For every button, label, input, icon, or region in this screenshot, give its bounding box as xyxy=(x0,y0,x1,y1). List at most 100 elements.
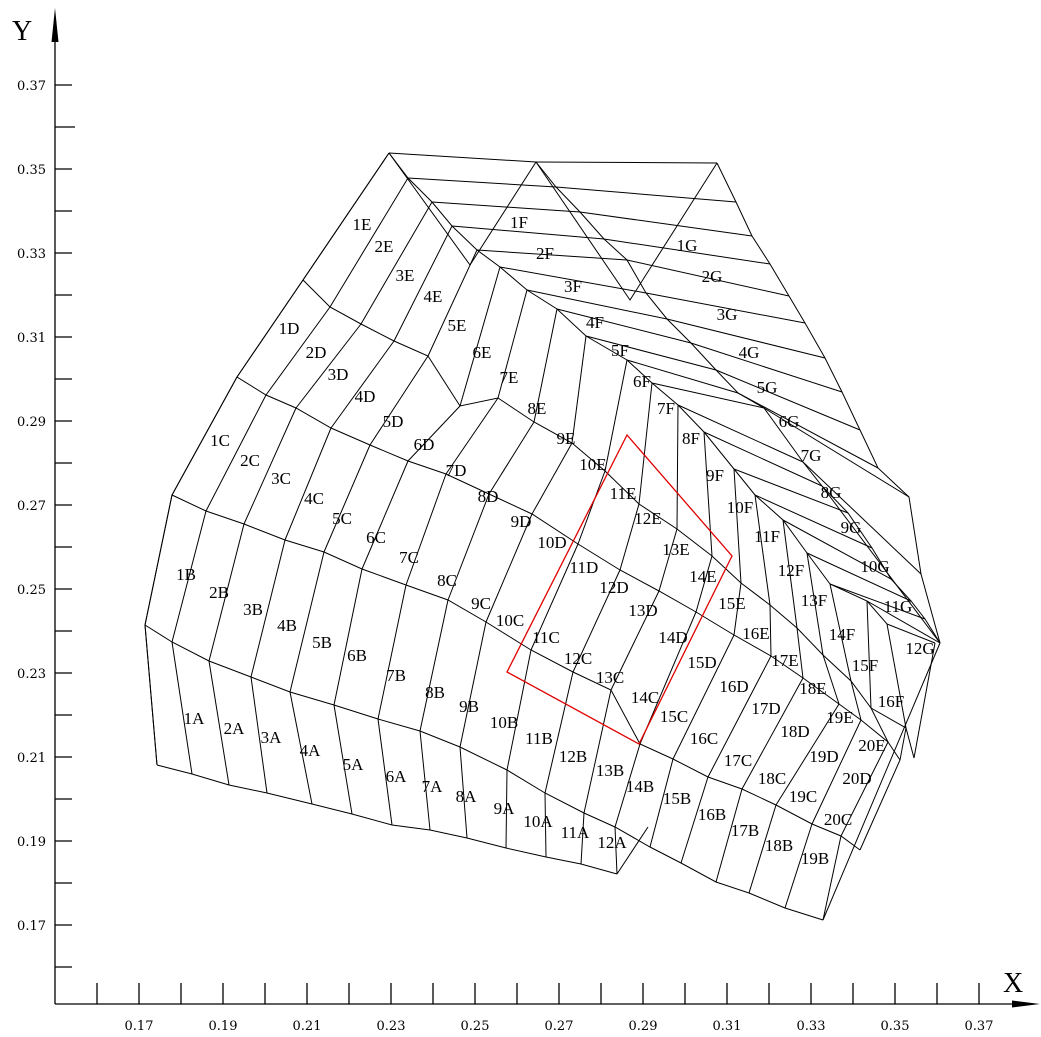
cell-label: 6E xyxy=(473,343,492,362)
cell-label: 2B xyxy=(209,583,229,602)
cell-label: 16E xyxy=(742,624,769,643)
cell-label: 3F xyxy=(564,277,582,296)
cell-label: 19B xyxy=(801,849,829,868)
cell-label: 5A xyxy=(343,755,365,774)
cell-label: 8G xyxy=(821,483,842,502)
cell-label: 20D xyxy=(842,769,871,788)
x-tick-label: 0.35 xyxy=(881,1019,910,1034)
column-line xyxy=(361,202,432,324)
column-line xyxy=(605,360,627,471)
column-line xyxy=(867,601,871,708)
cell-label: 19D xyxy=(809,747,838,766)
y-tick-label: 0.23 xyxy=(17,667,46,682)
column-line xyxy=(408,178,556,187)
column-line xyxy=(572,336,586,443)
x-tick-label: 0.29 xyxy=(629,1019,658,1034)
cell-label: 18B xyxy=(765,836,793,855)
fold-boundary-1 xyxy=(389,153,536,265)
column-line xyxy=(639,383,652,504)
cell-label: 9D xyxy=(511,512,532,531)
cell-label: 12D xyxy=(599,578,628,597)
y-tick-label: 0.37 xyxy=(17,79,46,94)
cell-label: 8C xyxy=(437,571,457,590)
cell-label: 8D xyxy=(478,487,499,506)
cell-label: 14F xyxy=(829,625,855,644)
x-tick-label: 0.17 xyxy=(125,1019,154,1034)
cell-label: 15C xyxy=(660,707,688,726)
cell-label: 10F xyxy=(727,498,753,517)
cell-label: 18D xyxy=(780,722,809,741)
cell-label: 4A xyxy=(300,741,322,760)
cell-label: 8A xyxy=(456,787,478,806)
cell-label: 1B xyxy=(176,565,196,584)
cell-label: 1G xyxy=(677,236,698,255)
cell-label: 20C xyxy=(824,810,852,829)
cell-label: 3C xyxy=(271,469,291,488)
cell-label: 4E xyxy=(424,287,443,306)
x-tick-label: 0.23 xyxy=(377,1019,406,1034)
cell-label: 13F xyxy=(801,591,827,610)
cell-label: 5D xyxy=(383,412,404,431)
column-line xyxy=(172,642,192,774)
x-axis-arrow xyxy=(1012,1001,1040,1008)
cell-label: 12B xyxy=(559,747,587,766)
cell-label: 20E xyxy=(858,736,885,755)
y-tick-label: 0.31 xyxy=(17,331,46,346)
cell-label: 11F xyxy=(754,527,780,546)
x-tick-label: 0.21 xyxy=(293,1019,322,1034)
cell-label: 2A xyxy=(224,719,246,738)
x-tick-label: 0.25 xyxy=(461,1019,490,1034)
y-tick-label: 0.27 xyxy=(17,499,46,514)
cell-label: 11G xyxy=(884,597,913,616)
cell-label: 6B xyxy=(347,646,367,665)
cell-label: 2F xyxy=(536,244,554,263)
cell-label: 1C xyxy=(210,431,230,450)
cell-label: 11C xyxy=(532,628,560,647)
cell-label: 11E xyxy=(610,484,637,503)
cell-label: 1E xyxy=(353,215,372,234)
cell-label: 3A xyxy=(261,728,283,747)
cell-label: 14C xyxy=(631,688,659,707)
column-line xyxy=(755,495,770,605)
column-line xyxy=(580,212,752,236)
cell-label: 12E xyxy=(634,509,661,528)
cell-label: 19C xyxy=(789,787,817,806)
x-axis-title: X xyxy=(1003,968,1023,999)
cell-label: 2G xyxy=(702,267,723,286)
column-line xyxy=(378,585,406,719)
column-line xyxy=(370,356,428,445)
row-boundary xyxy=(717,163,940,643)
column-line xyxy=(734,469,741,583)
cell-label: 17B xyxy=(731,821,759,840)
column-line xyxy=(389,153,536,162)
cell-label: 16D xyxy=(719,677,748,696)
column-line xyxy=(659,529,677,591)
cell-label: 10B xyxy=(490,713,518,732)
cell-label: 4G xyxy=(739,343,760,362)
cell-label: 9G xyxy=(841,518,862,537)
y-tick-label: 0.33 xyxy=(17,247,46,262)
column-line xyxy=(334,569,362,705)
column-line xyxy=(460,267,500,406)
y-tick-label: 0.19 xyxy=(17,835,46,850)
cell-label: 5F xyxy=(611,341,629,360)
cell-label: 2C xyxy=(240,451,260,470)
column-line xyxy=(432,202,580,212)
cell-label: 10C xyxy=(496,611,524,630)
cell-label: 9F xyxy=(706,466,724,485)
cell-label: 11A xyxy=(561,823,590,842)
cell-label: 14E xyxy=(689,567,716,586)
x-tick-label: 0.31 xyxy=(713,1019,742,1034)
cell-label: 8B xyxy=(425,683,445,702)
cell-label: 6F xyxy=(633,372,651,391)
column-line xyxy=(704,432,712,556)
cell-label: 12C xyxy=(564,649,592,668)
cell-label: 16C xyxy=(690,729,718,748)
cell-label: 16F xyxy=(878,692,904,711)
cell-label: 15B xyxy=(663,789,691,808)
cell-label: 2D xyxy=(306,343,327,362)
cell-label: 13E xyxy=(662,540,689,559)
cell-label: 7C xyxy=(399,548,419,567)
cell-label: 7D xyxy=(446,461,467,480)
